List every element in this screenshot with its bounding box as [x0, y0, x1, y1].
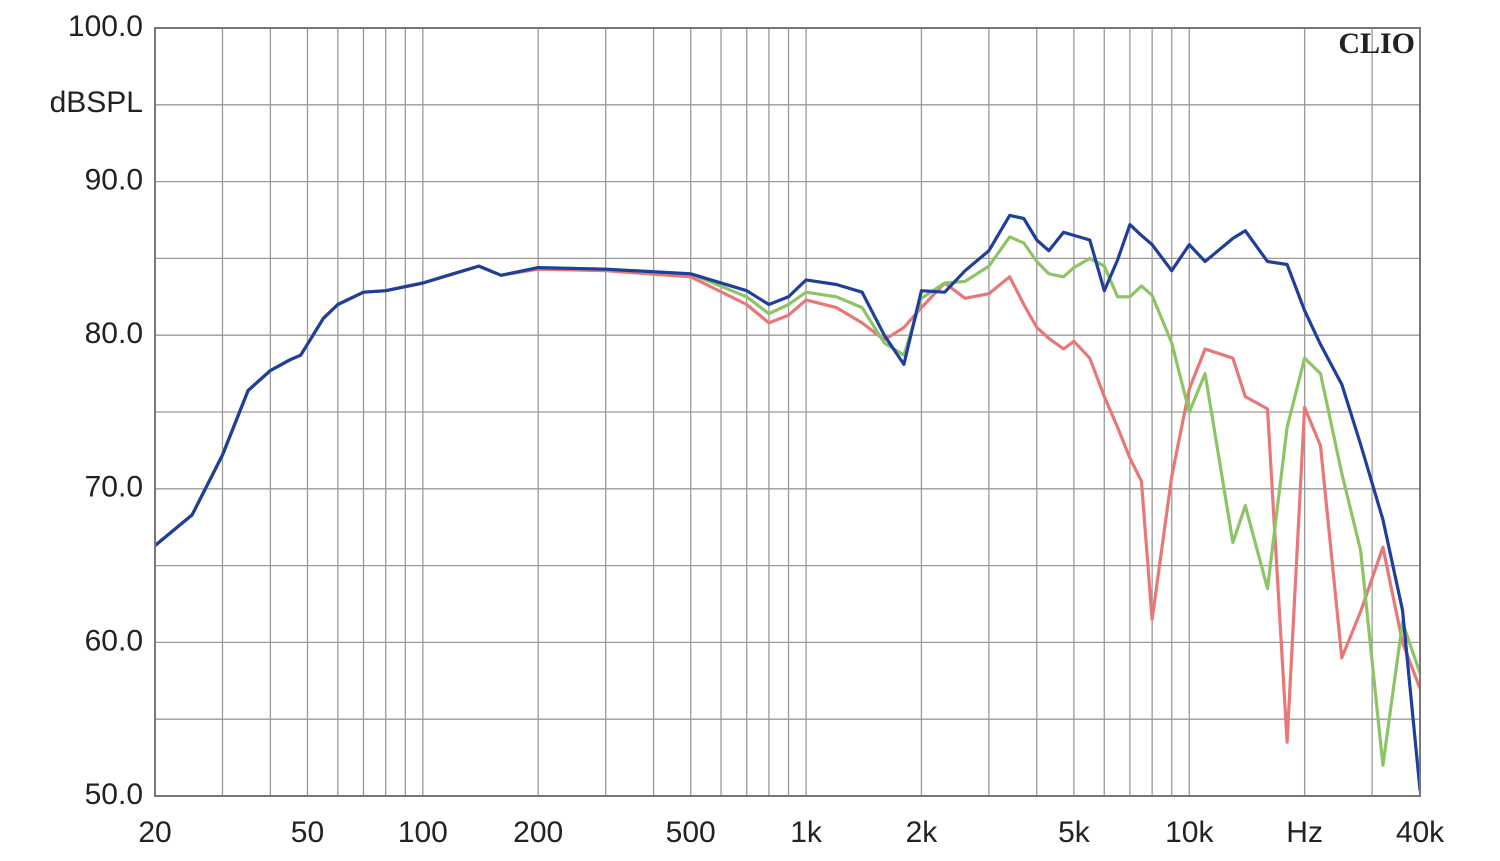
x-tick-label: 10k	[1165, 816, 1214, 849]
x-tick-label: 200	[513, 816, 563, 849]
y-tick-label: 80.0	[85, 317, 143, 350]
curves	[155, 213, 1420, 792]
x-tick-label: 5k	[1058, 816, 1091, 849]
brand: CLIO	[1338, 27, 1415, 60]
x-tick-label: 500	[666, 816, 716, 849]
y-tick-label: 90.0	[85, 164, 143, 197]
x-tick-label: 2k	[906, 816, 939, 849]
y-tick-label: 70.0	[85, 471, 143, 504]
y-tick-label: 50.0	[85, 778, 143, 811]
x-tick-label: 40k	[1396, 816, 1445, 849]
response-curve	[155, 213, 1420, 792]
x-tick-label: 1k	[790, 816, 823, 849]
y-axis-label: dBSPL	[50, 86, 143, 119]
x-tick-label: Hz	[1286, 816, 1323, 849]
x-tick-label: 50	[291, 816, 324, 849]
x-tick-label: 100	[398, 816, 448, 849]
y-tick-label: 100.0	[68, 10, 143, 43]
frame	[154, 27, 1421, 797]
x-tick-label: 20	[138, 816, 171, 849]
y-tick-label: 60.0	[85, 624, 143, 657]
